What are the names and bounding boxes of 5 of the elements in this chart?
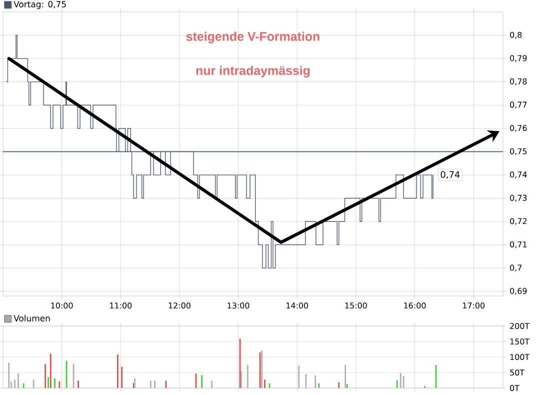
annotation: 0,74: [440, 171, 460, 179]
legend-label: Volumen: [14, 314, 50, 322]
legend-label: Vortag: 0,75: [14, 1, 66, 10]
annotation: nur intradaymässig: [196, 66, 310, 78]
annotation: steigende V-Formation: [186, 32, 320, 44]
